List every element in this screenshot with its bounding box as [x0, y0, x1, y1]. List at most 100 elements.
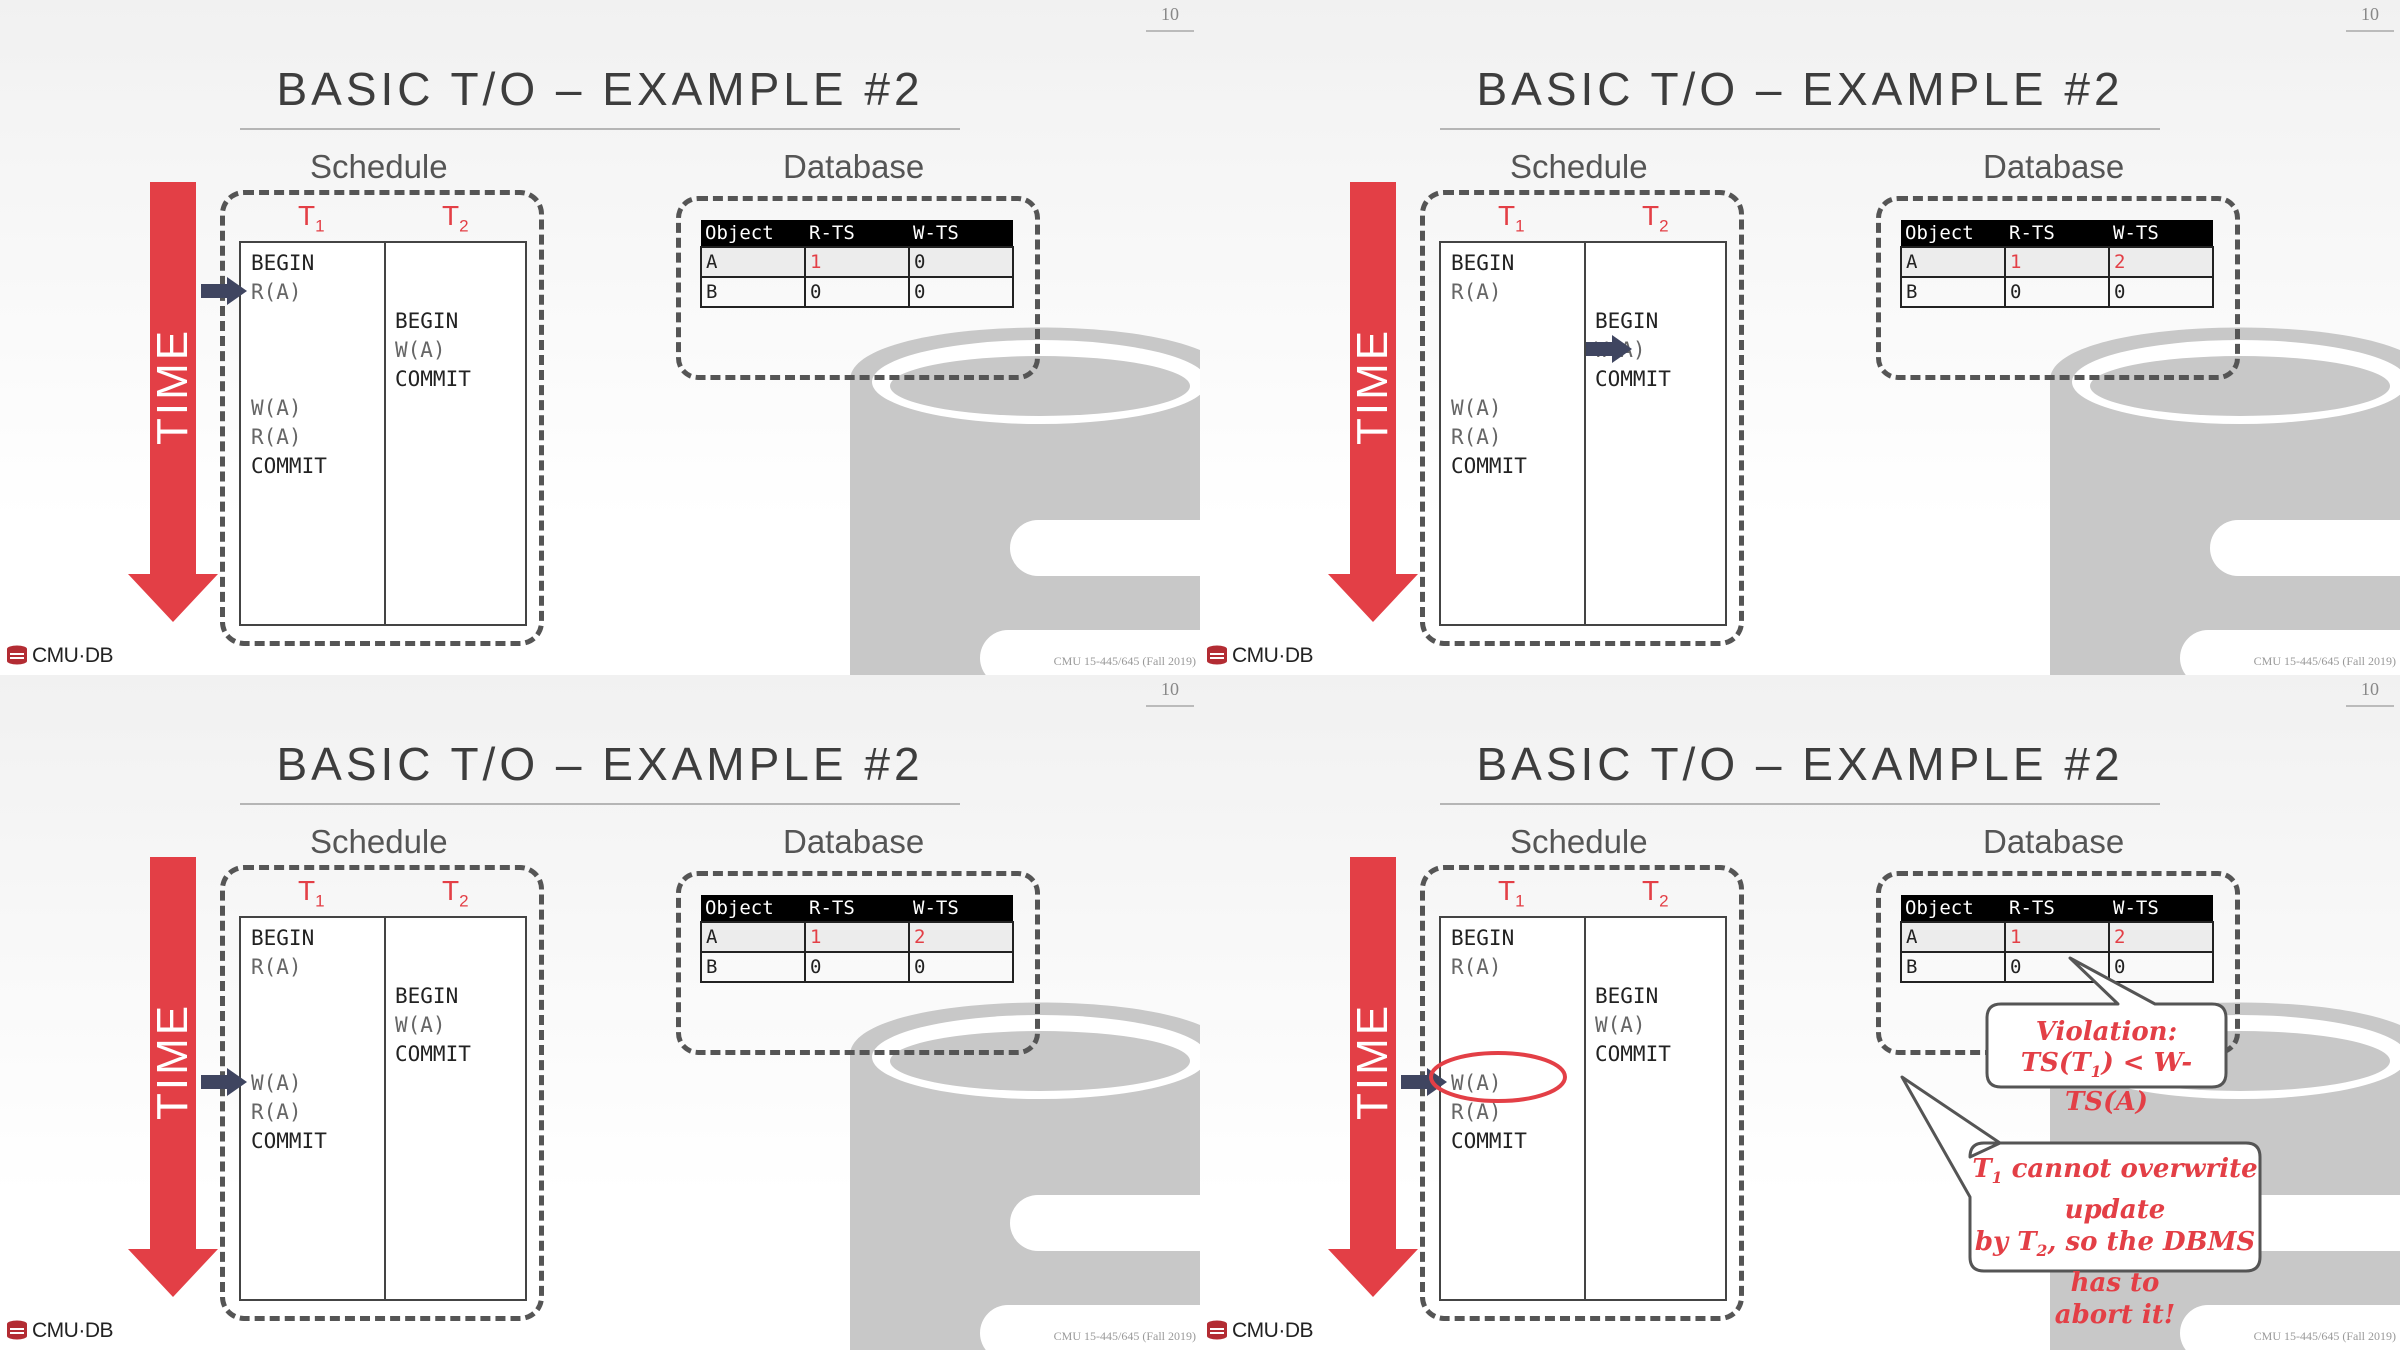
header-rts: R-TS: [2005, 895, 2109, 922]
t2-op-begin: BEGIN: [1595, 309, 1659, 333]
header-object: Object: [701, 895, 805, 922]
cell-a-wts: 0: [908, 246, 1014, 278]
header-rts: R-TS: [2005, 220, 2109, 247]
column-divider: [384, 243, 386, 624]
t1-header: T1: [298, 200, 325, 236]
header-object: Object: [701, 220, 805, 247]
t2-header: T2: [442, 875, 469, 911]
title-rule: [1440, 128, 2160, 130]
database-box: [676, 196, 1040, 380]
schedule-label: Schedule: [1510, 148, 1648, 185]
schedule-table: BEGIN R(A) W(A) R(A) COMMIT BEGIN W(A) C…: [1439, 241, 1727, 626]
cell-a-rts: 1: [2004, 921, 2110, 953]
cell-b-wts: 0: [908, 951, 1014, 983]
cmu-db-logo-icon: [1207, 1320, 1227, 1340]
timestamp-table: Object R-TS W-TS A 1 2 B 0 0: [1900, 895, 2214, 983]
cell-b-object: B: [1900, 951, 2006, 983]
t2-header: T2: [1642, 875, 1669, 911]
database-cylinder-icon: [2050, 327, 2400, 675]
slide-1: 10 BASIC T/O – EXAMPLE #2 Schedule Datab…: [0, 0, 1200, 675]
column-divider: [1584, 918, 1586, 1299]
cell-b-object: B: [700, 951, 806, 983]
cell-a-rts: 1: [2004, 246, 2110, 278]
slide-number: 10: [2361, 4, 2379, 24]
t2-op-commit: COMMIT: [1595, 1042, 1671, 1066]
cell-a-rts: 1: [804, 921, 910, 953]
database-label: Database: [783, 148, 925, 185]
callout-shapes: [1429, 956, 2262, 1273]
cell-a-object: A: [1900, 921, 2006, 953]
time-arrow-icon: [128, 182, 218, 622]
cell-a-object: A: [700, 921, 806, 953]
write-a-highlight-circle: [1429, 1051, 1567, 1103]
violation-callout: Violation: TS(T1) < W-TS(A): [2020, 1017, 2193, 1118]
t1-op-read-a-2: R(A): [1451, 425, 1502, 449]
t1-op-read-a: R(A): [1451, 955, 1502, 979]
slide-number: 10: [1161, 4, 1179, 24]
pointer-arrow-icon: [1586, 335, 1632, 363]
schedule-table: BEGIN R(A) W(A) R(A) COMMIT BEGIN W(A) C…: [239, 916, 527, 1301]
cmu-db-logo: CMU·DB: [6, 1319, 114, 1343]
column-divider: [384, 918, 386, 1299]
database-cylinder-icon: [850, 327, 1200, 675]
pointer-arrow-icon: [201, 1068, 247, 1096]
database-label: Database: [1983, 148, 2125, 185]
cmu-db-logo: CMU·DB: [6, 644, 114, 668]
time-arrow-icon: [1328, 857, 1418, 1297]
schedule-table: BEGIN R(A) W(A) R(A) COMMIT BEGIN W(A) C…: [239, 241, 527, 626]
t2-op-write-a: W(A): [1595, 1013, 1646, 1037]
database-box: [676, 871, 1040, 1055]
cell-b-wts: 0: [2108, 276, 2214, 308]
slide-number: 10: [1161, 679, 1179, 699]
t1-op-write-a: W(A): [1451, 396, 1502, 420]
slide-2: 10 BASIC T/O – EXAMPLE #2 Schedule Datab…: [1200, 0, 2400, 675]
t2-op-commit: COMMIT: [395, 367, 471, 391]
title-rule: [240, 803, 960, 805]
t1-op-commit: COMMIT: [251, 1129, 327, 1153]
t1-op-read-a: R(A): [1451, 280, 1502, 304]
cell-b-object: B: [700, 276, 806, 308]
pointer-arrow-icon: [201, 277, 247, 305]
schedule-box: [1420, 865, 1744, 1321]
title-rule: [240, 128, 960, 130]
column-divider: [1584, 243, 1586, 624]
header-wts: W-TS: [909, 895, 1013, 922]
course-footer: CMU 15-445/645 (Fall 2019): [1053, 1329, 1196, 1343]
slide-number-rule: [1146, 30, 1194, 32]
t2-op-begin: BEGIN: [395, 984, 459, 1008]
cmu-db-logo-icon: [7, 1320, 27, 1340]
t2-op-begin: BEGIN: [1595, 984, 1659, 1008]
slide-4: 10 BASIC T/O – EXAMPLE #2 Schedule Datab…: [1200, 675, 2400, 1350]
t1-op-read-a-2: R(A): [251, 1100, 302, 1124]
schedule-box: [220, 190, 544, 646]
header-wts: W-TS: [2109, 220, 2213, 247]
timestamp-table: Object R-TS W-TS A 1 2 B 0 0: [1900, 220, 2214, 308]
cell-b-rts: 0: [804, 951, 910, 983]
header-rts: R-TS: [805, 220, 909, 247]
header-wts: W-TS: [2109, 895, 2213, 922]
database-box: [1876, 196, 2240, 380]
t1-op-commit: COMMIT: [251, 454, 327, 478]
t2-op-begin: BEGIN: [395, 309, 459, 333]
t2-header: T2: [442, 200, 469, 236]
t1-op-write-a: W(A): [1451, 1071, 1502, 1095]
schedule-label: Schedule: [310, 148, 448, 185]
t1-op-read-a: R(A): [251, 955, 302, 979]
time-label: TIME: [148, 1002, 197, 1120]
cell-b-wts: 0: [908, 276, 1014, 308]
cell-b-wts: 0: [2108, 951, 2214, 983]
t2-op-commit: COMMIT: [1595, 367, 1671, 391]
header-object: Object: [1901, 895, 2005, 922]
t1-op-read-a-2: R(A): [251, 425, 302, 449]
cmu-db-logo-icon: [7, 645, 27, 665]
slide-3: 10 BASIC T/O – EXAMPLE #2 Schedule Datab…: [0, 675, 1200, 1350]
cell-a-wts: 2: [2108, 921, 2214, 953]
database-label: Database: [1983, 823, 2125, 860]
cell-a-object: A: [700, 246, 806, 278]
cell-a-object: A: [1900, 246, 2006, 278]
cell-a-rts: 1: [804, 246, 910, 278]
t1-op-begin: BEGIN: [251, 926, 315, 950]
timestamp-table: Object R-TS W-TS A 1 0 B 0 0: [700, 220, 1014, 308]
cmu-db-logo: CMU·DB: [1206, 1319, 1314, 1343]
slide-title: BASIC T/O – EXAMPLE #2: [276, 738, 924, 790]
